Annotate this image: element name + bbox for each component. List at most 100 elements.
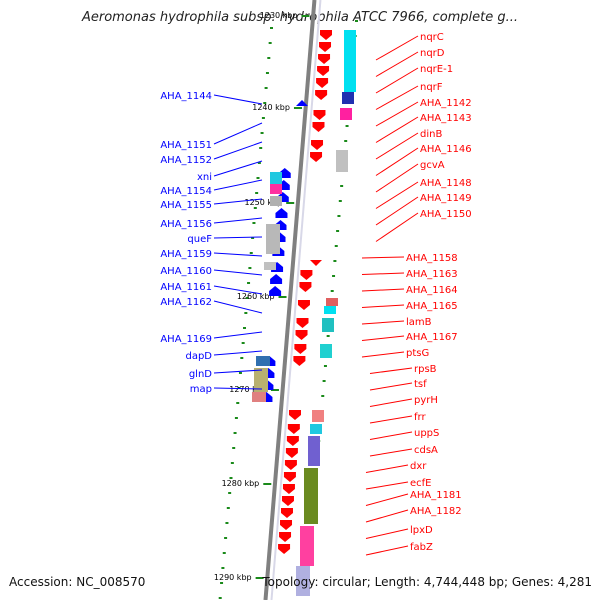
leader-line — [375, 101, 419, 127]
cog-block — [342, 92, 354, 104]
leader-line — [361, 304, 405, 308]
leader-line — [361, 335, 405, 341]
leader-line — [213, 331, 263, 339]
gene-label-right: nqrE-1 — [420, 64, 453, 75]
leader-line — [365, 545, 409, 556]
gc-dot — [225, 522, 229, 524]
map-title: Aeromonas hydrophila subsp. hydrophila A… — [81, 10, 519, 25]
leader-line — [361, 272, 405, 275]
reverse-gene-arrow — [317, 66, 330, 76]
leader-line — [375, 67, 419, 94]
gene-label-left: dapD — [185, 351, 212, 362]
gene-label-right: AHA_1150 — [420, 209, 472, 220]
tick-mark — [270, 389, 279, 391]
leader-line — [213, 300, 263, 314]
gc-dot — [221, 567, 225, 569]
reverse-gene-arrow — [287, 424, 300, 434]
leader-line — [375, 147, 419, 176]
backbone-line — [263, 0, 317, 600]
gc-dot — [340, 185, 344, 187]
gc-dot — [228, 492, 232, 494]
gc-dot — [355, 20, 358, 22]
cog-block — [326, 298, 338, 306]
leader-line — [375, 116, 419, 143]
reverse-gene-arrow — [279, 532, 292, 542]
gene-label-left: AHA_1161 — [160, 282, 212, 293]
cog-block — [270, 172, 282, 184]
gc-dot — [237, 387, 241, 389]
cog-block — [296, 566, 310, 596]
cog-block — [264, 262, 276, 270]
gc-dot — [322, 380, 326, 382]
gc-dot — [230, 462, 234, 464]
leader-line — [375, 51, 419, 77]
cog-block — [310, 424, 322, 434]
gene-label-left: AHA_1159 — [160, 249, 212, 260]
leader-line — [213, 350, 263, 356]
gene-label-right: pyrH — [414, 395, 438, 406]
reverse-gene-arrow — [320, 30, 332, 40]
tick-label: 1240 kbp — [252, 103, 290, 112]
leader-line — [369, 382, 413, 391]
tick-label: 1230 kbp — [260, 11, 298, 20]
reverse-gene-arrow — [295, 330, 308, 340]
tick-label: 1290 kbp — [214, 573, 252, 582]
gc-dot — [248, 267, 252, 269]
leader-line — [213, 387, 263, 390]
gc-dot — [323, 365, 327, 367]
reverse-gene-arrow — [281, 496, 294, 506]
tick-mark — [286, 202, 295, 204]
gene-label-right: AHA_1148 — [420, 178, 472, 189]
gene-label-right: lamB — [406, 317, 432, 328]
cog-block — [320, 344, 332, 358]
tick-mark — [255, 577, 264, 579]
forward-gene-arrow — [296, 100, 308, 106]
forward-gene-arrow — [269, 286, 282, 296]
tick-mark — [278, 296, 287, 298]
gc-dot — [338, 200, 342, 202]
gc-dot — [233, 432, 237, 434]
reverse-gene-arrow — [282, 484, 295, 494]
gc-dot — [232, 447, 236, 449]
gc-dot — [321, 395, 325, 397]
gc-dot — [238, 372, 242, 374]
backbone-layer — [263, 0, 322, 600]
reverse-gene-arrow — [318, 54, 331, 64]
gene-label-right: AHA_1163 — [406, 269, 458, 280]
feature-layer — [252, 30, 356, 596]
reverse-gene-arrow — [286, 436, 299, 446]
leader-line — [369, 398, 413, 407]
leader-line — [213, 94, 263, 105]
gc-dot — [244, 312, 248, 314]
gene-label-right: lpxD — [410, 525, 433, 536]
reverse-gene-arrow — [278, 544, 291, 554]
reverse-gene-arrow — [296, 318, 309, 328]
cog-block — [254, 368, 268, 392]
cog-block — [324, 306, 336, 314]
gene-label-left: AHA_1160 — [160, 266, 212, 277]
leader-line — [213, 198, 263, 205]
gene-label-right: rpsB — [414, 364, 437, 375]
gc-dot — [243, 327, 246, 329]
gene-label-left: AHA_1151 — [160, 140, 212, 151]
tick-label: 1280 kbp — [222, 479, 260, 488]
leader-line — [369, 367, 413, 374]
genome-summary-text: Topology: circular; Length: 4,744,448 bp… — [262, 575, 592, 589]
reverse-gene-arrow — [280, 520, 293, 530]
leader-lines-layer — [213, 35, 419, 556]
gc-dot — [253, 207, 257, 209]
reverse-gene-arrow — [316, 78, 329, 88]
gc-dot — [337, 215, 341, 217]
gc-dot — [333, 260, 337, 262]
gc-dot — [252, 222, 256, 224]
gc-dot — [218, 597, 222, 599]
leader-line — [213, 217, 263, 224]
tick-label: 1260 kbp — [237, 292, 275, 301]
leader-line — [365, 528, 409, 539]
tick-label: 1270 kbp — [229, 385, 267, 394]
cog-block — [252, 392, 266, 402]
gc-dot — [265, 72, 269, 74]
leader-line — [213, 369, 263, 374]
gc-dot — [270, 27, 273, 29]
